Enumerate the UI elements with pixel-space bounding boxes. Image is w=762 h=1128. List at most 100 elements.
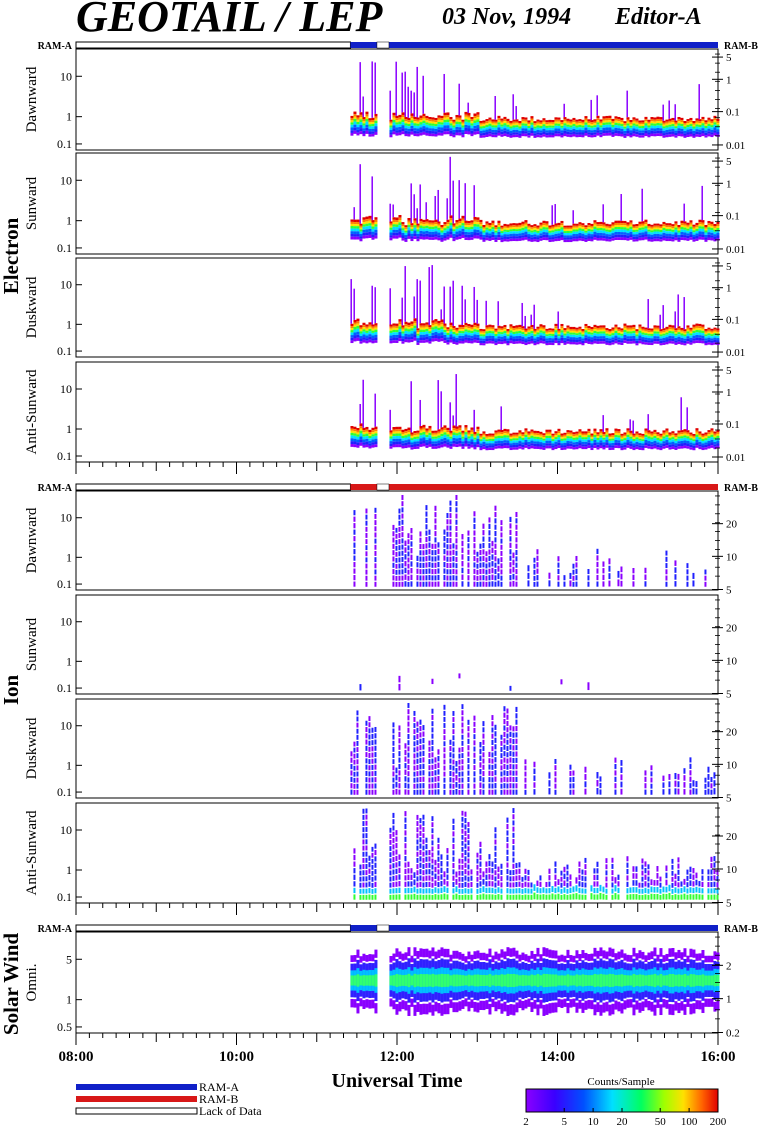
right-tick-label: 1 xyxy=(726,994,732,1006)
legend-ram-b-swatch xyxy=(76,1096,197,1102)
panel-ylabel: Omni. xyxy=(24,964,40,1002)
right-tick-label: 1 xyxy=(726,387,732,399)
right-tick-label: 20 xyxy=(726,623,738,635)
right-tick-label: 5 xyxy=(726,898,732,910)
spectrogram xyxy=(353,494,707,587)
panel-ylabel: Anti-Sunward xyxy=(24,369,40,454)
right-tick-label: 0.01 xyxy=(726,452,745,464)
colorbar-tick-label: 20 xyxy=(617,1116,629,1128)
colorbar-tick-label: 200 xyxy=(710,1116,727,1128)
x-tick-label: 08:00 xyxy=(59,1049,94,1065)
ram-legend: RAM-A RAM-B Lack of Data xyxy=(75,1080,262,1118)
panel-ion-sunward: 10 1 0.1 20 10 5 Sunward xyxy=(24,594,738,701)
ram-bar-lack-segment xyxy=(75,924,351,932)
legend-ram-a-swatch xyxy=(76,1084,197,1090)
right-tick-label: 1 xyxy=(726,178,732,190)
panel-solar-omni-: 5 1 0.5 2 1 0.2 Omni. xyxy=(24,931,740,1039)
panel-ylabel: Duskward xyxy=(24,276,40,338)
left-tick-label: 10 xyxy=(60,719,72,733)
right-tick-label: 0.1 xyxy=(726,107,740,119)
ram-a-label: RAM-A xyxy=(38,924,73,935)
right-tick-label: 20 xyxy=(726,831,738,843)
spectrogram xyxy=(350,265,720,346)
right-tick-label: 20 xyxy=(726,727,738,739)
plot-title: GEOTAIL / LEP xyxy=(76,0,384,41)
ram-bar: RAM-A RAM-B xyxy=(38,483,759,494)
ram-bar: RAM-A RAM-B xyxy=(38,41,759,52)
left-tick-label: 0.1 xyxy=(57,681,72,695)
right-tick-label: 10 xyxy=(726,759,738,771)
x-tick-label: 12:00 xyxy=(380,1049,415,1065)
left-tick-label: 10 xyxy=(60,511,72,525)
left-tick-label: 10 xyxy=(60,69,72,83)
spectrogram-panels: 10 1 0.1 5 1 0.1 0.01 Dawnward 10 1 0.1 5 1 0.1 0.01 Su… xyxy=(24,48,745,1039)
spectrogram xyxy=(359,673,590,691)
right-tick-label: 0.01 xyxy=(726,244,745,256)
ram-bar-lack-segment xyxy=(75,483,351,491)
colorbar-tick-label: 2 xyxy=(523,1116,529,1128)
left-tick-label: 10 xyxy=(60,823,72,837)
legend-lack-swatch xyxy=(75,1107,198,1115)
legend-ram-a-label: RAM-A xyxy=(199,1080,239,1094)
time-axis: 08:00 10:00 12:00 14:00 16:00 xyxy=(59,462,736,1065)
panel-ion-anti-sunward: 10 1 0.1 20 10 5 Anti-Sunward xyxy=(24,802,738,910)
right-tick-label: 5 xyxy=(726,689,732,701)
left-tick-label: 0.1 xyxy=(57,137,72,151)
right-tick-label: 0.1 xyxy=(726,314,740,326)
colorbar-tick-label: 5 xyxy=(561,1116,567,1128)
left-tick-label: 0.5 xyxy=(57,1020,72,1034)
right-tick-label: 10 xyxy=(726,864,738,876)
left-tick-label: 10 xyxy=(60,278,72,292)
colorbar-tick-label: 50 xyxy=(655,1116,667,1128)
panel-ylabel: Dawnward xyxy=(24,66,40,132)
colorbar-tick-label: 10 xyxy=(588,1116,600,1128)
panel-ylabel: Sunward xyxy=(24,176,40,230)
spectrogram xyxy=(350,374,720,451)
right-tick-label: 1 xyxy=(726,74,732,86)
panel-ylabel: Anti-Sunward xyxy=(24,810,40,895)
right-tick-label: 1 xyxy=(726,283,732,295)
spectrogram xyxy=(350,703,716,795)
x-tick-label: 14:00 xyxy=(540,1049,575,1065)
right-tick-label: 10 xyxy=(726,551,738,563)
panel-ylabel: Dawnward xyxy=(24,507,40,573)
ram-bar-data-segment xyxy=(350,925,718,931)
right-tick-label: 0.01 xyxy=(726,347,745,359)
spectrogram xyxy=(350,156,720,243)
panel-ion-dawnward: 10 1 0.1 20 10 5 Dawnward xyxy=(24,490,738,597)
ram-indicator-bars: RAM-A RAM-B RAM-A RAM-B RAM-A RAM-B xyxy=(38,41,759,935)
x-tick-label: 10:00 xyxy=(219,1049,254,1065)
panel-electron-dawnward: 10 1 0.1 5 1 0.1 0.01 Dawnward xyxy=(24,48,745,152)
ram-bar-data-segment xyxy=(350,42,718,48)
spectrogram xyxy=(353,808,719,900)
panel-electron-anti-sunward: 10 1 0.1 5 1 0.1 0.01 Anti-Sunward xyxy=(24,361,745,464)
colorbar-tick-label: 100 xyxy=(681,1116,698,1128)
left-tick-label: 1 xyxy=(66,654,72,668)
section-label-electron: Electron xyxy=(0,217,23,294)
ram-bar-data-segment xyxy=(350,484,718,490)
legend-lack-label: Lack of Data xyxy=(199,1104,262,1118)
right-tick-label: 0.1 xyxy=(726,419,740,431)
left-tick-label: 1 xyxy=(66,993,72,1007)
left-tick-label: 10 xyxy=(60,382,72,396)
left-tick-label: 0.1 xyxy=(57,890,72,904)
colorbar-title: Counts/Sample xyxy=(587,1076,654,1088)
right-tick-label: 5 xyxy=(726,793,732,805)
right-tick-label: 5 xyxy=(726,261,732,273)
left-tick-label: 0.1 xyxy=(57,449,72,463)
right-tick-label: 5 xyxy=(726,585,732,597)
left-tick-label: 1 xyxy=(66,863,72,877)
left-tick-label: 10 xyxy=(60,615,72,629)
panel-frame xyxy=(75,594,719,695)
ram-a-label: RAM-A xyxy=(38,41,73,52)
left-tick-label: 1 xyxy=(66,550,72,564)
left-tick-label: 0.1 xyxy=(57,577,72,591)
x-axis-label: Universal Time xyxy=(332,1070,463,1092)
ram-bar-lack-segment xyxy=(75,41,351,49)
colorbar: Counts/Sample 2 5 10 20 50 100 200 xyxy=(523,1076,727,1128)
left-tick-label: 0.1 xyxy=(57,785,72,799)
left-tick-label: 1 xyxy=(66,317,72,331)
left-tick-label: 1 xyxy=(66,110,72,124)
spectrogram xyxy=(350,947,720,1017)
